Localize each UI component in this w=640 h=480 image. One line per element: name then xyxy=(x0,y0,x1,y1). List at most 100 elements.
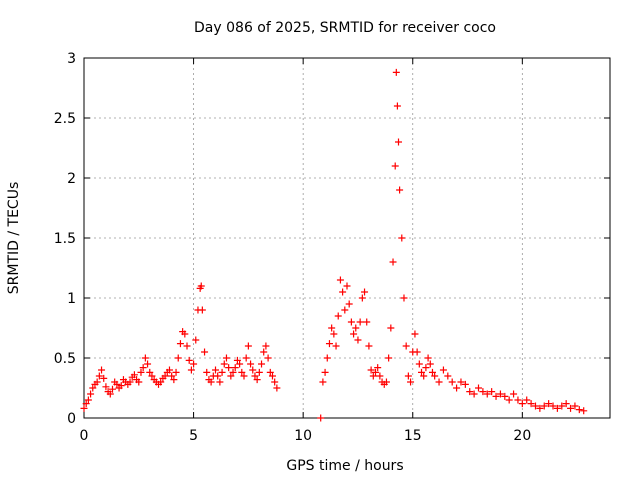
data-point xyxy=(251,372,259,380)
data-point xyxy=(139,364,147,372)
data-point xyxy=(426,360,434,368)
data-point xyxy=(387,324,395,332)
data-point xyxy=(212,366,219,374)
data-point xyxy=(323,354,331,362)
chart-title: Day 086 of 2025, SRMTID for receiver coc… xyxy=(194,20,496,36)
data-point xyxy=(391,162,399,170)
data-point xyxy=(369,372,377,380)
data-point xyxy=(341,306,349,314)
data-point xyxy=(148,372,156,380)
data-point xyxy=(225,364,233,372)
data-point xyxy=(347,318,355,326)
data-point xyxy=(93,378,101,386)
data-point xyxy=(198,306,206,314)
data-point xyxy=(431,372,439,380)
data-point xyxy=(549,402,557,410)
data-point xyxy=(411,330,419,338)
data-point xyxy=(488,388,496,396)
data-point xyxy=(172,368,180,376)
data-point xyxy=(334,312,342,320)
data-point xyxy=(244,342,252,350)
data-point xyxy=(558,402,566,410)
data-point xyxy=(242,354,250,362)
data-point xyxy=(420,372,428,380)
data-point xyxy=(545,400,553,408)
data-point xyxy=(95,372,103,380)
y-tick-label: 0.5 xyxy=(54,351,76,367)
data-point xyxy=(82,400,90,408)
data-point xyxy=(203,368,211,376)
data-point xyxy=(343,282,351,290)
data-point xyxy=(253,376,261,384)
x-axis-label: GPS time / hours xyxy=(286,458,403,474)
data-point xyxy=(273,384,281,392)
data-point xyxy=(216,378,224,386)
data-point xyxy=(501,392,509,400)
x-tick-label: 15 xyxy=(404,428,422,444)
data-point xyxy=(319,378,327,386)
data-point xyxy=(328,324,336,332)
data-point xyxy=(87,390,95,398)
data-point xyxy=(144,360,152,368)
data-point xyxy=(89,384,97,392)
data-point xyxy=(418,368,426,376)
data-point xyxy=(339,288,347,296)
data-point xyxy=(260,348,268,356)
x-tick-label: 20 xyxy=(513,428,531,444)
data-point xyxy=(345,300,353,308)
plot-frame xyxy=(83,57,611,419)
data-point xyxy=(255,368,263,376)
data-point xyxy=(146,368,154,376)
data-point xyxy=(214,372,222,380)
data-point xyxy=(168,372,176,380)
data-point xyxy=(268,372,276,380)
data-point xyxy=(527,400,535,408)
chart-grid xyxy=(84,58,610,418)
data-point xyxy=(247,360,255,368)
data-point xyxy=(321,368,329,376)
data-point xyxy=(181,330,189,338)
data-point xyxy=(404,372,412,380)
data-point xyxy=(229,368,237,376)
data-point xyxy=(352,324,360,332)
data-point xyxy=(117,382,125,390)
data-point xyxy=(470,390,478,398)
data-point xyxy=(531,402,539,410)
data-point xyxy=(233,356,241,364)
data-point xyxy=(536,404,544,412)
data-point xyxy=(435,378,443,386)
data-point xyxy=(161,372,169,380)
data-point xyxy=(262,342,270,350)
data-point xyxy=(567,404,575,412)
data-point xyxy=(106,390,114,398)
data-point xyxy=(130,371,138,379)
axis-ticks: 0 0.5 1 1.5 2 2.5 3 0 5 10 15 20 xyxy=(54,51,610,444)
data-point xyxy=(580,407,588,415)
data-point xyxy=(553,404,561,412)
data-point xyxy=(356,318,364,326)
x-tick-label: 10 xyxy=(294,428,312,444)
data-point xyxy=(392,68,400,76)
data-point xyxy=(518,400,526,408)
y-tick-label: 2 xyxy=(67,171,76,187)
data-point xyxy=(84,396,92,404)
data-point xyxy=(374,364,382,372)
data-point xyxy=(113,380,121,388)
data-point xyxy=(102,383,110,391)
data-point xyxy=(220,360,228,368)
data-point xyxy=(402,342,410,350)
data-point xyxy=(466,388,474,396)
data-point xyxy=(393,102,401,110)
data-point xyxy=(183,342,191,350)
data-point xyxy=(365,342,373,350)
data-point xyxy=(185,356,193,364)
data-point xyxy=(363,318,371,326)
x-tick-label: 5 xyxy=(189,428,198,444)
data-point xyxy=(249,366,257,374)
data-point xyxy=(479,388,487,396)
data-point xyxy=(400,294,408,302)
data-point xyxy=(483,390,491,398)
data-point xyxy=(126,378,134,386)
data-point xyxy=(238,368,246,376)
